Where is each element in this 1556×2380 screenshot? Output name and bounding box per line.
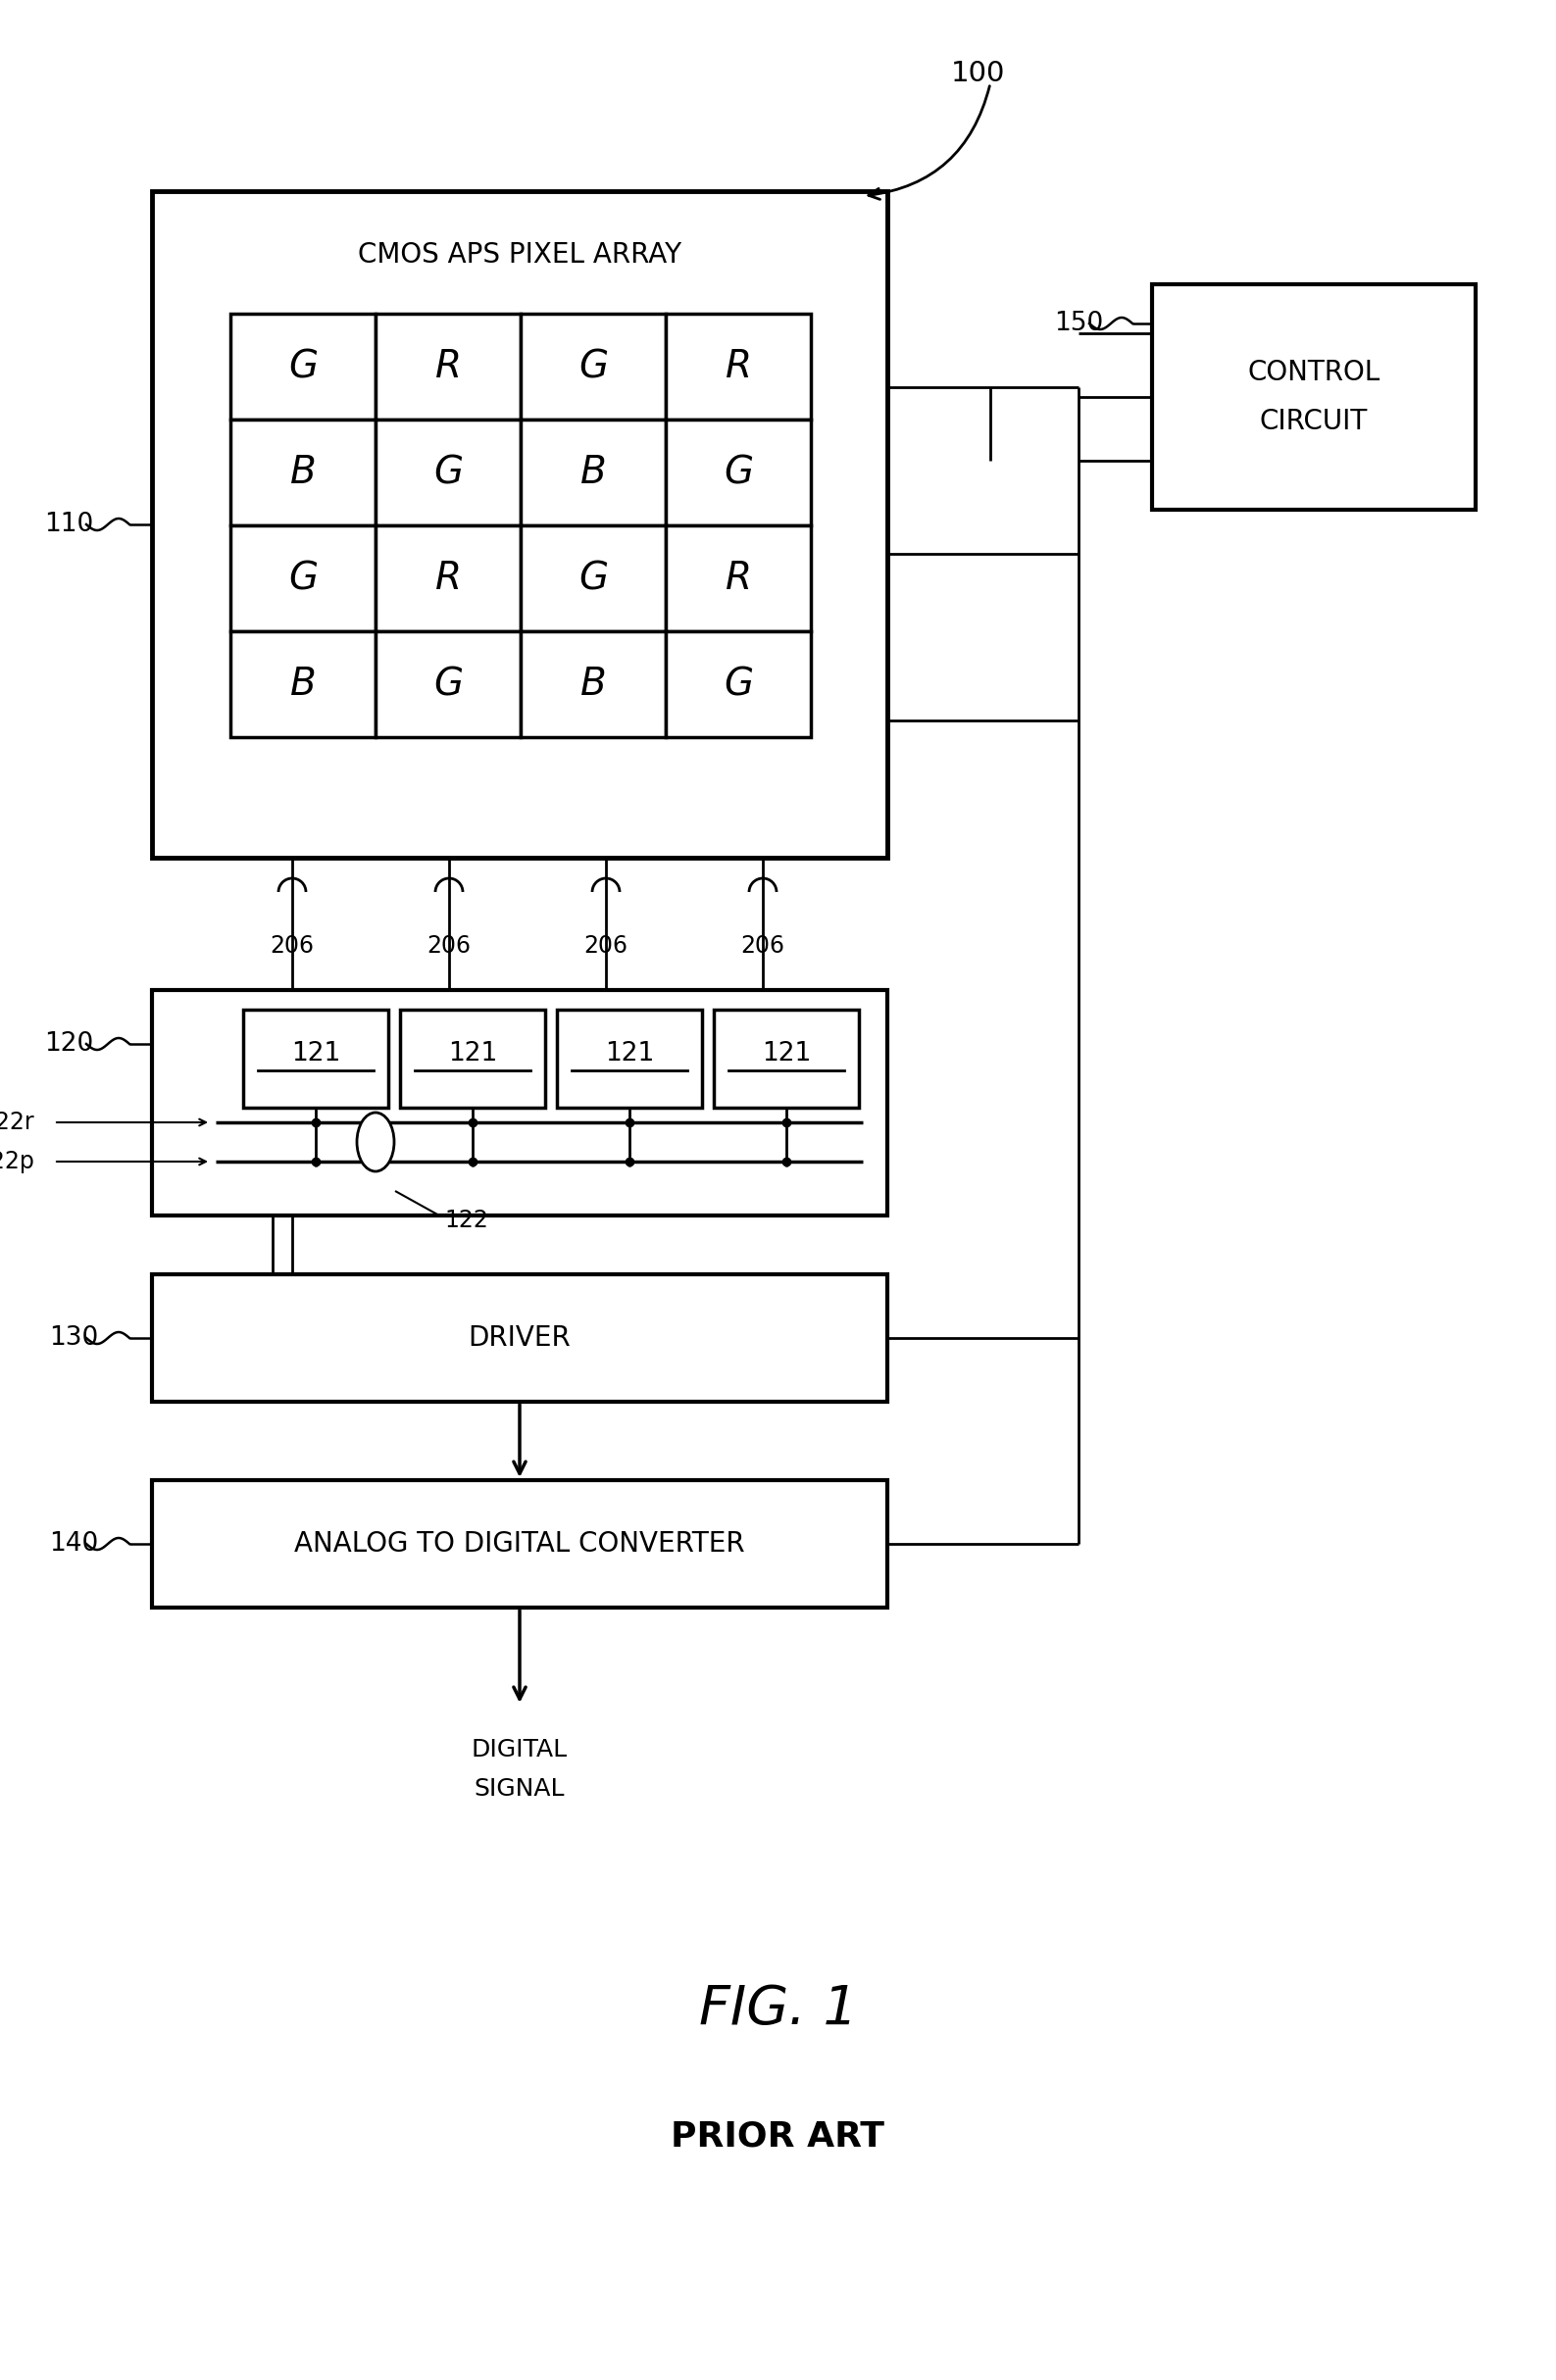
- Text: CIRCUIT: CIRCUIT: [1260, 407, 1368, 436]
- Text: 110: 110: [44, 512, 93, 538]
- Bar: [375, 631, 521, 738]
- Text: 206: 206: [584, 935, 629, 957]
- Bar: [230, 526, 375, 631]
- Bar: [714, 1009, 859, 1107]
- Bar: [230, 631, 375, 738]
- Text: 206: 206: [426, 935, 471, 957]
- Text: B: B: [580, 666, 607, 702]
- Bar: [375, 419, 521, 526]
- Text: 121: 121: [762, 1040, 811, 1066]
- Text: DIGITAL: DIGITAL: [471, 1737, 568, 1761]
- Bar: [521, 526, 666, 631]
- Bar: [557, 1009, 702, 1107]
- Bar: [375, 314, 521, 419]
- Text: 121: 121: [605, 1040, 654, 1066]
- Text: G: G: [288, 347, 317, 386]
- Bar: [521, 419, 666, 526]
- Text: 150: 150: [1053, 312, 1103, 336]
- Text: R: R: [434, 559, 461, 597]
- Bar: [666, 419, 811, 526]
- Bar: [666, 314, 811, 419]
- Text: B: B: [289, 666, 316, 702]
- Bar: [152, 1273, 887, 1402]
- Bar: [230, 314, 375, 419]
- Bar: [230, 419, 375, 526]
- Text: R: R: [434, 347, 461, 386]
- Text: ANALOG TO DIGITAL CONVERTER: ANALOG TO DIGITAL CONVERTER: [294, 1530, 745, 1557]
- Text: B: B: [580, 455, 607, 490]
- Text: DRIVER: DRIVER: [468, 1323, 571, 1352]
- Text: CMOS APS PIXEL ARRAY: CMOS APS PIXEL ARRAY: [358, 240, 682, 269]
- Text: 206: 206: [741, 935, 784, 957]
- Bar: [375, 526, 521, 631]
- Text: G: G: [579, 559, 608, 597]
- Text: R: R: [725, 559, 752, 597]
- Text: 122p: 122p: [0, 1150, 34, 1173]
- Text: 100: 100: [951, 60, 1005, 88]
- Text: G: G: [724, 666, 753, 702]
- Text: B: B: [289, 455, 316, 490]
- Bar: [152, 190, 887, 857]
- Bar: [666, 631, 811, 738]
- Bar: [243, 1009, 389, 1107]
- Text: 120: 120: [44, 1031, 93, 1057]
- Bar: [152, 1480, 887, 1606]
- Text: 121: 121: [291, 1040, 341, 1066]
- Text: 130: 130: [48, 1326, 98, 1352]
- Bar: [400, 1009, 545, 1107]
- Text: PRIOR ART: PRIOR ART: [671, 2121, 885, 2154]
- Text: G: G: [579, 347, 608, 386]
- Text: G: G: [433, 666, 462, 702]
- Ellipse shape: [356, 1111, 394, 1171]
- Bar: [1151, 283, 1475, 509]
- Text: G: G: [288, 559, 317, 597]
- Text: R: R: [725, 347, 752, 386]
- Text: 206: 206: [271, 935, 314, 957]
- Bar: [666, 526, 811, 631]
- Bar: [521, 314, 666, 419]
- Text: 140: 140: [48, 1530, 98, 1557]
- Text: CONTROL: CONTROL: [1248, 359, 1380, 386]
- Text: SIGNAL: SIGNAL: [475, 1778, 565, 1802]
- Bar: [152, 990, 887, 1216]
- Text: G: G: [724, 455, 753, 490]
- Text: 122: 122: [443, 1209, 489, 1233]
- Text: 122r: 122r: [0, 1111, 34, 1135]
- Bar: [521, 631, 666, 738]
- Text: FIG. 1: FIG. 1: [699, 1983, 857, 2035]
- Text: G: G: [433, 455, 462, 490]
- Text: 121: 121: [448, 1040, 498, 1066]
